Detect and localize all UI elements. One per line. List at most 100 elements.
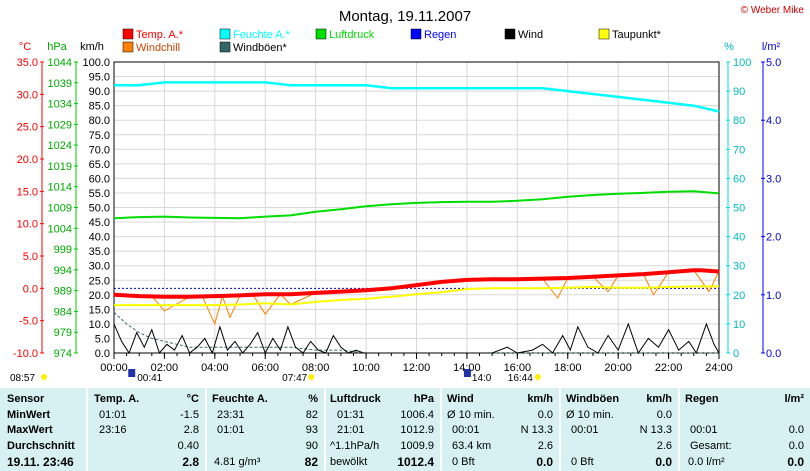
x-tick-label: 06:00 [251,362,279,374]
header-wind-unit: km/h [527,393,553,405]
min-temp-time: 01:01 [99,409,127,421]
wind-tick-label: 10.0 [89,319,110,331]
x-axis: 00:00 02:00 04:00 06:00 08:00 10:00 12:00 14:00… [100,353,733,374]
min-temp: -1.5 [180,409,199,421]
now-gust: 0.0 [655,455,672,469]
humidity-tick-label: 30 [733,261,745,273]
header-temp: Temp. A. [94,393,140,405]
chart-axes: °C hPa km/h% l/m² 35.0 30.0 25.0 20.0 15.0 10.0 5.… [13,41,781,360]
x-tick-label: 24:00 [705,362,733,374]
stats-panel: Sensor Temp. A. °C Feuchte A. % Luftdruc… [0,388,810,471]
max-rain: 0.0 [788,424,804,436]
header-wind: Wind [447,393,474,405]
legend-label: Taupunkt* [612,29,662,41]
humidity-tick-label: 60 [733,173,745,185]
max-hum: 93 [305,424,318,436]
now-wind: 0.0 [536,455,553,469]
humidity-axis-unit: % [724,41,734,53]
now-hum: 82 [304,455,318,469]
max-press: 1012.9 [400,424,434,436]
wind-tick-label: 25.0 [89,275,110,287]
sunrise-icon [308,374,315,380]
x-tick-label: 12:00 [403,362,431,374]
max-gust-time: 00:01 [571,424,599,436]
min-hum-time: 23:31 [217,409,245,421]
humidity-tick-label: 50 [733,203,745,215]
moonset-label: 00:41 [137,373,162,384]
humidity-tick-label: 20 [733,290,745,302]
max-press-time: 21:01 [337,424,365,436]
humidity-tick-label: 100 [733,57,751,69]
header-rain: Regen [685,393,719,405]
pressure-tick-label: 1029 [48,119,72,131]
now-wind-bft: 0 Bft [452,456,475,468]
wind-tick-label: 100.0 [82,57,110,69]
rain-tick-label: 2.0 [766,232,781,244]
rain-tick-label: 5.0 [766,57,781,69]
pressure-tick-label: 1044 [48,57,72,69]
header-rain-unit: l/m² [784,393,804,405]
temp-tick-label: 5.0 [23,251,38,263]
x-tick-label: 14:00 [453,362,481,374]
humidity-tick-label: 70 [733,144,745,156]
wind-tick-label: 85.0 [89,101,110,113]
max-gust: N 13.3 [639,424,672,436]
legend-label: Luftdruck [329,29,375,41]
legend-label: Windböen* [233,42,288,54]
temp-tick-label: 10.0 [17,219,38,231]
moonset-icon [128,369,136,377]
avg-wind-dist: 63.4 km [452,440,492,452]
legend-swatch [598,28,610,40]
wind-tick-label: 5.0 [95,333,110,345]
now-gust-bft: 0 Bft [571,456,594,468]
temp-tick-label: 20.0 [17,154,38,166]
temp-axis-unit: °C [19,41,31,53]
chart-legend: Temp. A.* Feuchte A.* Luftdruck Regen Wind Ta… [122,28,662,54]
pressure-tick-label: 1009 [48,203,72,215]
rain-tick-label: 0.0 [766,348,781,360]
humidity-tick-label: 80 [733,115,745,127]
series-wind-line [113,322,720,355]
pressure-tick-label: 984 [54,306,72,318]
x-tick-label: 16:00 [504,362,532,374]
wind-tick-label: 95.0 [89,72,110,84]
chart-title: Montag, 19.11.2007 [339,8,471,25]
legend-label: Regen [424,29,456,41]
min-gust: 0.0 [656,409,672,421]
temp-tick-label: 35.0 [17,57,38,69]
x-tick-label: 18:00 [554,362,582,374]
legend-swatch [219,28,231,40]
avg-temp: 0.40 [177,440,199,452]
wind-tick-label: 80.0 [89,115,110,127]
legend-swatch [410,28,422,40]
now-weather: bewölkt [330,456,368,468]
now-rain: 0.0 [787,455,804,469]
header-press-unit: hPa [413,393,434,405]
temp-tick-label: 15.0 [17,186,38,198]
x-tick-label: 04:00 [201,362,229,374]
header-hum: Feuchte A. [212,393,268,405]
max-temp: 2.8 [183,424,199,436]
min-wind: 0.0 [537,409,553,421]
max-temp-time: 23:16 [99,424,127,436]
max-rain-time: 00:01 [690,424,718,436]
series-pressure-line [113,190,720,220]
x-tick-label: 20:00 [604,362,632,374]
legend-swatch [219,41,231,53]
humidity-tick-label: 40 [733,232,745,244]
header-hum-unit: % [308,393,318,405]
wind-tick-label: 50.0 [89,203,110,215]
avg-wind: 2.6 [537,440,553,452]
left-time-label: 08:57 [10,373,35,384]
pressure-axis-unit: hPa [47,41,67,53]
avg-press: 1009.9 [400,440,434,452]
wind-tick-label: 35.0 [89,246,110,258]
wind-tick-label: 0.0 [95,348,110,360]
x-tick-label: 02:00 [151,362,179,374]
header-sensor: Sensor [7,393,45,405]
humidity-tick-label: 0 [733,348,739,360]
row-max-label: MaxWert [7,424,53,436]
rain-tick-label: 1.0 [766,290,781,302]
now-hum-abs: 4.81 g/m³ [214,456,261,468]
temp-tick-label: -5.0 [19,316,38,328]
